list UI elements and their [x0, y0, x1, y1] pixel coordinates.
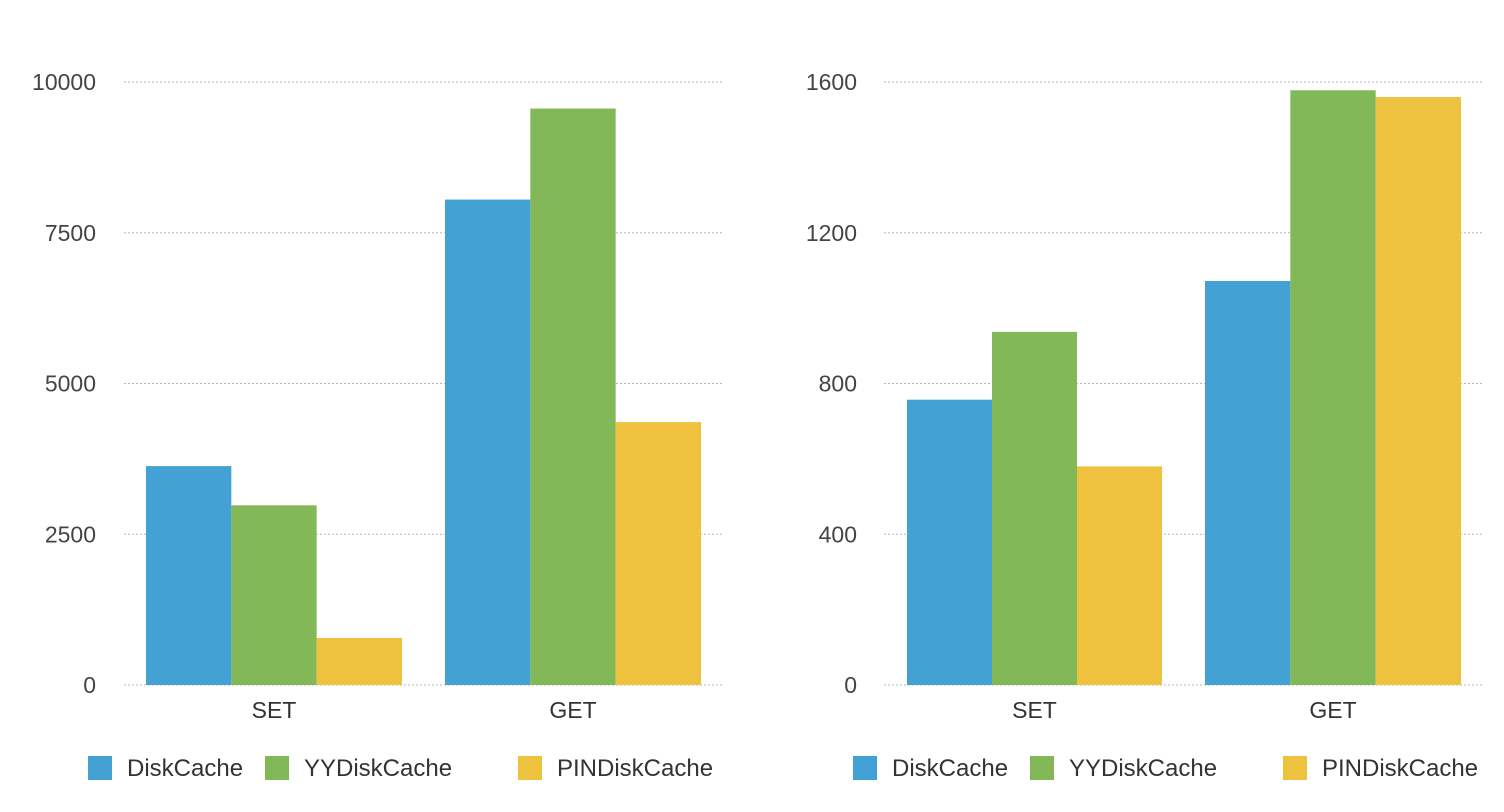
bar-pindiskcache-set [316, 637, 402, 685]
y-tick-label: 0 [844, 672, 857, 698]
bar-yydiskcache-get [1290, 90, 1376, 685]
y-tick-label: 1200 [806, 220, 857, 246]
bar-pindiskcache-get [615, 422, 701, 685]
bar-diskcache-set [146, 466, 232, 685]
legend-swatch [88, 756, 112, 780]
legend-label: PINDiskCache [1322, 755, 1478, 782]
legend-label: PINDiskCache [557, 755, 713, 782]
chart-left: 0 2500 5000 7500 10000 SET GET DiskCache YYDiskC… [32, 69, 722, 782]
legend-swatch [1283, 756, 1307, 780]
legend-swatch [1030, 756, 1054, 780]
legend-label: DiskCache [127, 755, 243, 782]
legend-swatch [265, 756, 289, 780]
y-tick-label: 10000 [32, 69, 96, 95]
legend-label: DiskCache [892, 755, 1008, 782]
y-tick-label: 800 [819, 371, 857, 397]
y-tick-label: 7500 [45, 220, 96, 246]
bar-diskcache-set [907, 399, 992, 685]
legend-swatch [518, 756, 542, 780]
y-tick-label: 5000 [45, 371, 96, 397]
x-tick-label: SET [252, 697, 297, 723]
y-tick-label: 1600 [806, 69, 857, 95]
legend-label: YYDiskCache [304, 755, 452, 782]
legend-swatch [853, 756, 877, 780]
bar-pindiskcache-set [1077, 466, 1162, 685]
x-tick-label: GET [549, 697, 596, 723]
bar-yydiskcache-set [992, 331, 1077, 685]
y-tick-label: 0 [83, 672, 96, 698]
y-tick-label: 400 [819, 521, 857, 547]
x-tick-label: GET [1309, 697, 1356, 723]
bar-diskcache-get [1205, 280, 1291, 685]
legend-label: YYDiskCache [1069, 755, 1217, 782]
chart-right: 0 400 800 1200 1600 SET GET DiskCache YYDiskCach… [806, 69, 1484, 782]
bar-yydiskcache-get [530, 108, 616, 686]
y-tick-label: 2500 [45, 521, 96, 547]
bar-pindiskcache-get [1375, 97, 1461, 685]
x-tick-label: SET [1012, 697, 1057, 723]
bar-diskcache-get [445, 199, 531, 685]
bar-yydiskcache-set [231, 505, 317, 685]
